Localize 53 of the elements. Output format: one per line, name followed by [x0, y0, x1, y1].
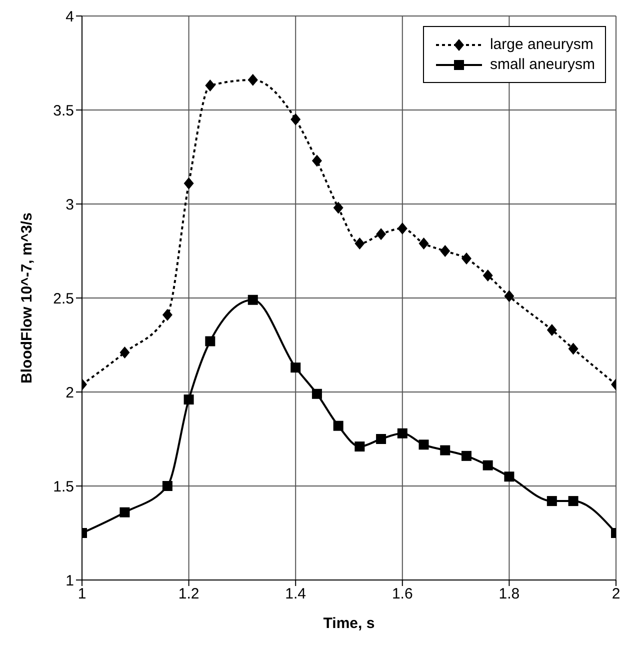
point: [376, 434, 386, 444]
point: [290, 362, 301, 373]
point: [568, 342, 578, 355]
point: [546, 496, 557, 506]
point: [504, 290, 514, 302]
point: [546, 324, 557, 336]
point: [290, 113, 301, 126]
point: [376, 228, 386, 240]
point: [482, 460, 493, 470]
point: [333, 202, 344, 214]
y-tick-label: 1.5: [53, 478, 74, 496]
point: [440, 445, 450, 456]
point: [162, 481, 172, 491]
point: [120, 507, 130, 518]
point: [568, 496, 578, 506]
point: [418, 237, 429, 250]
point: [482, 269, 493, 282]
point: [205, 336, 216, 346]
point: [354, 237, 365, 250]
x-tick-label: 2: [612, 586, 620, 603]
point: [333, 420, 344, 431]
x-tick-label: 1.6: [392, 586, 413, 603]
point: [397, 222, 408, 234]
point: [504, 472, 514, 482]
y-tick-label: 3.5: [53, 102, 74, 120]
y-tick-label: 4: [66, 8, 74, 26]
x-tick-label: 1.8: [498, 586, 520, 603]
point: [440, 245, 450, 257]
point: [397, 428, 408, 438]
x-tick-label: 1.2: [178, 586, 200, 603]
point: [162, 308, 172, 321]
point: [354, 442, 365, 452]
point: [248, 294, 258, 305]
point: [120, 346, 130, 359]
x-axis-title: Time, s: [323, 615, 375, 632]
y-tick-label: 3: [66, 196, 74, 214]
point: [418, 440, 429, 450]
point: [461, 252, 472, 265]
point: [312, 388, 322, 399]
point: [184, 177, 194, 190]
point: [312, 154, 322, 167]
y-tick-label: 2: [66, 384, 74, 402]
x-tick-label: 1: [78, 586, 86, 603]
x-tick-label: 1.4: [285, 586, 306, 603]
point: [205, 80, 216, 92]
point: [184, 394, 194, 405]
y-tick-label: 2.5: [53, 290, 74, 308]
y-tick-label: 1: [66, 572, 74, 590]
point: [461, 450, 472, 461]
legend-label: small aneurysm: [490, 56, 595, 73]
legend-label: large aneurysm: [490, 36, 594, 53]
point: [248, 74, 258, 86]
y-axis-title: BloodFlow 10^-7, m^3/s: [18, 212, 36, 384]
